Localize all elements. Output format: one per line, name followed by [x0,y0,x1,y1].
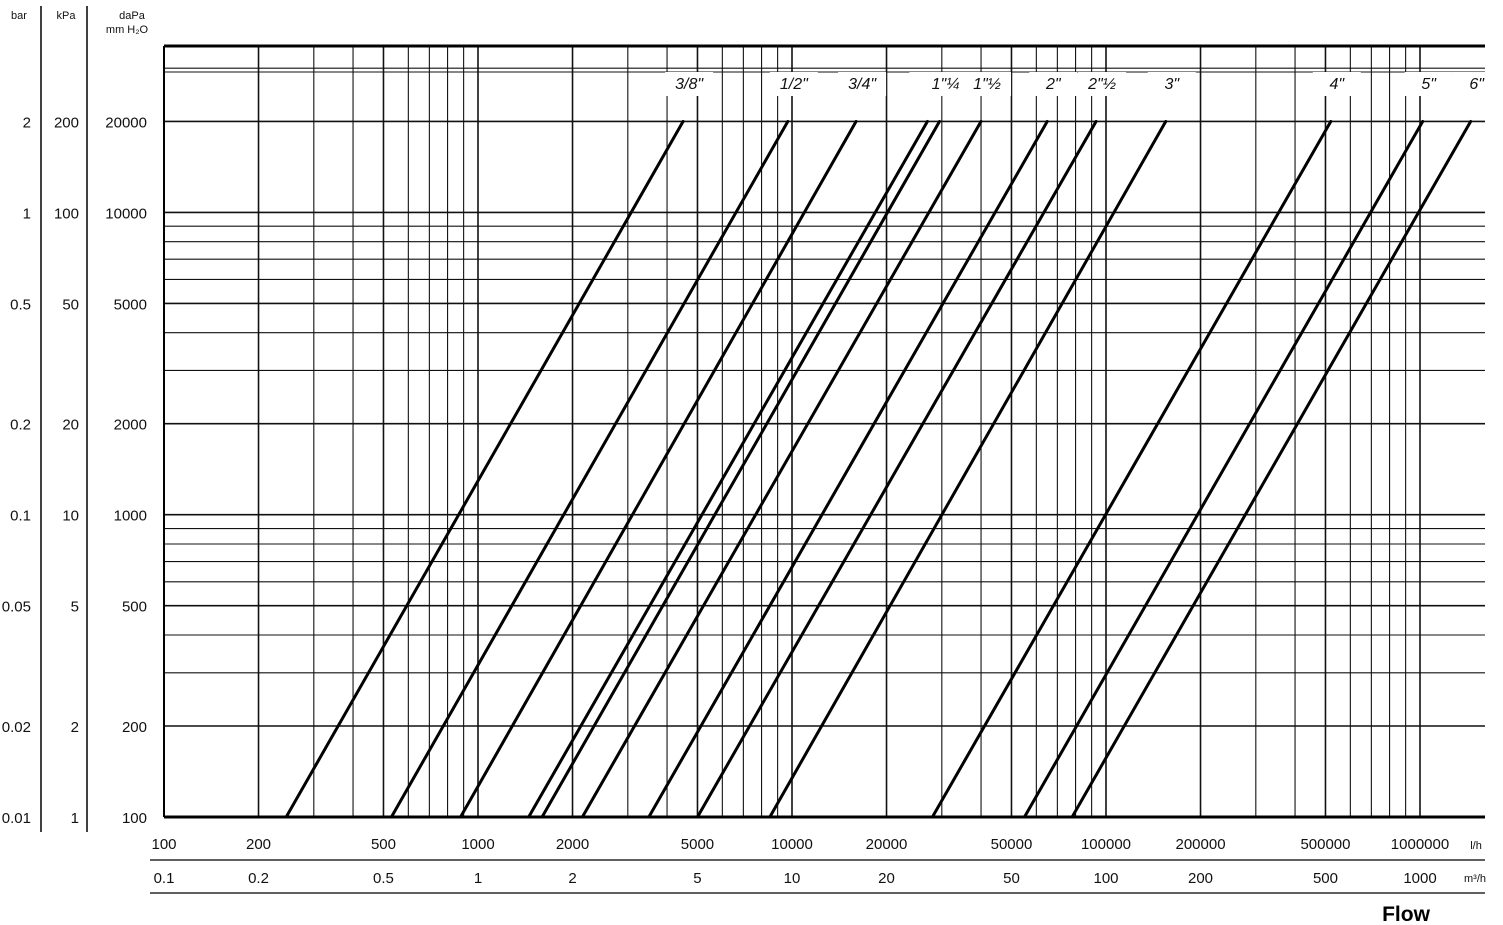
series-label: 6" [1469,76,1485,93]
x-tick-label-lh: 200000 [1175,836,1225,853]
series-label-background [1452,72,1501,96]
x-tick-label-m3h: 1 [474,870,482,887]
series-label-background [963,72,1012,96]
series-line [284,119,685,819]
y-tick-label-bar: 0.05 [2,599,31,616]
series-label: 2"½ [1087,76,1116,93]
series-label-background [1147,72,1196,96]
x-tick-label-m3h: 5 [693,870,701,887]
y-tick-label-dapa: 200 [122,719,147,736]
x-tick-label-m3h: 0.2 [248,870,269,887]
y-tick-label-kpa: 20 [62,417,79,434]
x-tick-label-lh: 100 [151,836,176,853]
grid [163,46,1485,818]
x-tick-label-lh: 500000 [1300,836,1350,853]
x-tick-label-m3h: 0.5 [373,870,394,887]
x-tick-label-m3h: 2 [568,870,576,887]
x-tick-label-lh: 1000 [461,836,494,853]
series-line [580,119,983,819]
y-tick-label-bar: 2 [23,114,31,131]
series-label-background [838,72,887,96]
x-axis-title: Flow [1382,903,1430,925]
y-tick-label-bar: 0.5 [10,296,31,313]
x-tick-label-lh: 100000 [1081,836,1131,853]
x-unit-m3h: m³/h [1464,873,1486,885]
series-line [930,119,1333,819]
x-tick-label-m3h: 500 [1313,870,1338,887]
x-tick-label-lh: 10000 [771,836,813,853]
series-label-background [1078,72,1127,96]
series-label: 1"¼ [932,76,960,93]
x-tick-label-m3h: 0.1 [154,870,175,887]
series-line [647,119,1049,819]
y-unit-kpa: kPa [57,10,77,22]
x-tick-label-lh: 500 [371,836,396,853]
y-tick-label-kpa: 100 [54,205,79,222]
y-tick-label-kpa: 10 [62,508,79,525]
series-line [1070,119,1473,819]
x-tick-label-m3h: 10 [784,870,801,887]
y-tick-label-dapa: 20000 [105,114,147,131]
series-label-background [665,72,714,96]
y-unit-dapa: daPa [119,10,146,22]
y-tick-label-kpa: 200 [54,114,79,131]
series-label: 2" [1045,76,1062,93]
y-tick-label-dapa: 10000 [105,205,147,222]
series-line [1022,119,1425,819]
series-label-background [1029,72,1078,96]
y-tick-label-kpa: 1 [71,810,79,827]
series-label: 3/4" [848,76,877,93]
y-tick-label-dapa: 2000 [114,417,147,434]
series-label: 1/2" [780,76,809,93]
series-label: 1"½ [973,76,1001,93]
series-label: 3" [1164,76,1180,93]
series-label: 5" [1421,76,1437,93]
series-label: 3/8" [675,76,704,93]
x-tick-label-m3h: 20 [878,870,895,887]
x-tick-label-m3h: 100 [1093,870,1118,887]
y-unit-bar: bar [11,10,27,22]
x-axes: 100 0.1 200 0.2 500 0.5 1000 1 2000 2 5000 5 10000 10… [151,836,1486,887]
series-line [527,119,929,819]
y-tick-label-kpa: 50 [62,296,79,313]
x-unit-lh: l/h [1470,840,1482,852]
y-tick-label-bar: 0.2 [10,417,31,434]
series-line [768,119,1168,819]
x-tick-label-lh: 1000000 [1391,836,1449,853]
series-line [389,119,790,819]
y-tick-label-dapa: 500 [122,599,147,616]
x-tick-label-lh: 200 [246,836,271,853]
x-tick-label-lh: 20000 [866,836,908,853]
y-tick-label-bar: 0.02 [2,719,31,736]
x-tick-label-lh: 5000 [681,836,714,853]
series-line [695,119,1098,819]
series-label-background [769,72,818,96]
series-label-background [921,72,970,96]
series-label-background [1404,72,1453,96]
y-unit-mmh2o: mm H₂O [106,24,149,36]
y-tick-label-dapa: 100 [122,810,147,827]
y-tick-label-bar: 1 [23,205,31,222]
x-tick-label-m3h: 1000 [1403,870,1436,887]
x-tick-label-m3h: 50 [1003,870,1020,887]
y-tick-label-dapa: 5000 [114,296,147,313]
x-tick-label-lh: 50000 [991,836,1033,853]
plot-frame [150,44,1485,894]
y-tick-label-kpa: 5 [71,599,79,616]
series-lines: 3/8"1/2"3/4"1"1"¼1"½2"2"½3"4"5"6" [284,72,1501,819]
series-label-background [1312,72,1361,96]
series-line [540,119,942,819]
series-label: 4" [1330,76,1346,93]
series-line [459,119,858,819]
y-tick-label-dapa: 1000 [114,508,147,525]
x-tick-label-m3h: 200 [1188,870,1213,887]
y-tick-label-kpa: 2 [71,719,79,736]
y-tick-label-bar: 0.01 [2,810,31,827]
y-tick-label-bar: 0.1 [10,508,31,525]
x-tick-label-lh: 2000 [556,836,589,853]
